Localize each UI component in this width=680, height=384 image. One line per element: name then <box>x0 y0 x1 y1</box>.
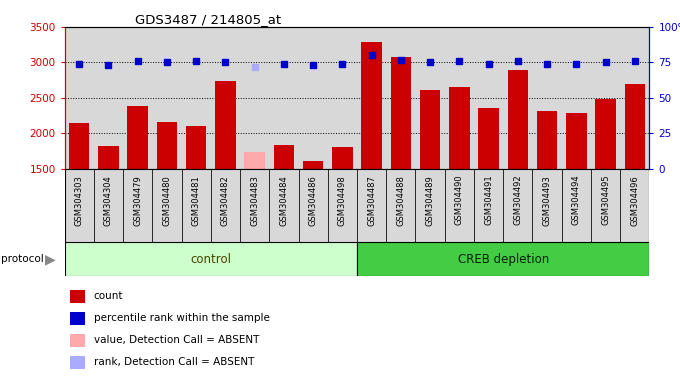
Bar <box>127 106 148 169</box>
Text: GSM304496: GSM304496 <box>630 175 639 225</box>
Bar <box>357 242 649 276</box>
Bar <box>273 145 294 169</box>
Bar <box>562 169 591 242</box>
Bar <box>65 169 94 242</box>
Bar <box>215 81 236 169</box>
Bar <box>69 124 90 169</box>
Bar <box>474 169 503 242</box>
Bar <box>361 42 382 169</box>
Text: count: count <box>94 291 123 301</box>
Text: GSM304304: GSM304304 <box>104 175 113 225</box>
Bar <box>390 57 411 169</box>
Text: GSM304491: GSM304491 <box>484 175 493 225</box>
Text: GSM304488: GSM304488 <box>396 175 405 226</box>
Bar <box>71 290 85 303</box>
Bar <box>332 147 353 169</box>
Text: GSM304498: GSM304498 <box>338 175 347 225</box>
Text: GDS3487 / 214805_at: GDS3487 / 214805_at <box>135 13 281 26</box>
Text: GSM304494: GSM304494 <box>572 175 581 225</box>
Bar <box>240 169 269 242</box>
Bar <box>591 169 620 242</box>
Text: GSM304495: GSM304495 <box>601 175 610 225</box>
Bar <box>123 169 152 242</box>
Text: GSM304484: GSM304484 <box>279 175 288 225</box>
Text: GSM304480: GSM304480 <box>163 175 171 225</box>
Bar <box>98 146 119 169</box>
Text: GSM304482: GSM304482 <box>221 175 230 225</box>
Text: GSM304303: GSM304303 <box>75 175 84 226</box>
Text: GSM304483: GSM304483 <box>250 175 259 226</box>
Bar <box>156 122 177 169</box>
Text: GSM304486: GSM304486 <box>309 175 318 226</box>
Bar <box>71 356 85 369</box>
Bar <box>269 169 299 242</box>
Bar <box>566 113 587 169</box>
Bar <box>94 169 123 242</box>
Bar <box>211 169 240 242</box>
Bar <box>186 126 207 169</box>
Bar <box>532 169 562 242</box>
Text: GSM304487: GSM304487 <box>367 175 376 226</box>
Text: GSM304481: GSM304481 <box>192 175 201 225</box>
Text: value, Detection Call = ABSENT: value, Detection Call = ABSENT <box>94 335 259 345</box>
Text: GSM304490: GSM304490 <box>455 175 464 225</box>
Bar <box>152 169 182 242</box>
Bar <box>71 312 85 325</box>
Bar <box>420 90 441 169</box>
Text: ▶: ▶ <box>45 252 56 266</box>
Text: GSM304489: GSM304489 <box>426 175 435 225</box>
Bar <box>449 87 470 169</box>
Bar <box>71 334 85 347</box>
Bar <box>624 84 645 169</box>
Bar <box>303 161 324 169</box>
Text: GSM304479: GSM304479 <box>133 175 142 225</box>
Bar <box>65 242 357 276</box>
Bar <box>478 108 499 169</box>
Text: protocol: protocol <box>1 254 44 264</box>
Text: GSM304492: GSM304492 <box>513 175 522 225</box>
Bar <box>299 169 328 242</box>
Bar <box>244 152 265 169</box>
Bar <box>445 169 474 242</box>
Bar <box>595 99 616 169</box>
Bar <box>620 169 649 242</box>
Bar <box>357 169 386 242</box>
Bar <box>537 111 558 169</box>
Bar <box>328 169 357 242</box>
Bar <box>503 169 532 242</box>
Bar <box>415 169 445 242</box>
Text: control: control <box>190 253 231 266</box>
Bar <box>182 169 211 242</box>
Bar <box>386 169 415 242</box>
Text: GSM304493: GSM304493 <box>543 175 551 225</box>
Bar <box>507 70 528 169</box>
Text: percentile rank within the sample: percentile rank within the sample <box>94 313 270 323</box>
Text: rank, Detection Call = ABSENT: rank, Detection Call = ABSENT <box>94 357 254 367</box>
Text: CREB depletion: CREB depletion <box>458 253 549 266</box>
